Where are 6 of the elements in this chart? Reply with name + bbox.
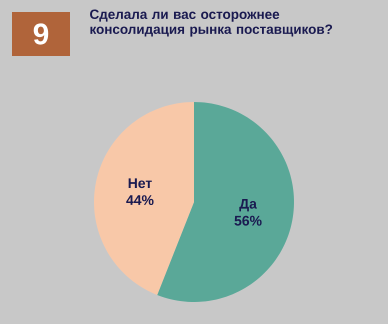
chart-title: Сделала ли вас осторожнее консолидация рынка поставщиков? [90,10,332,37]
data-label: 44% [126,195,154,206]
slice-label: Да [239,198,257,212]
text: 9 [34,23,48,45]
data-label: 56% [234,216,262,226]
slice-label: Нет [128,178,152,188]
